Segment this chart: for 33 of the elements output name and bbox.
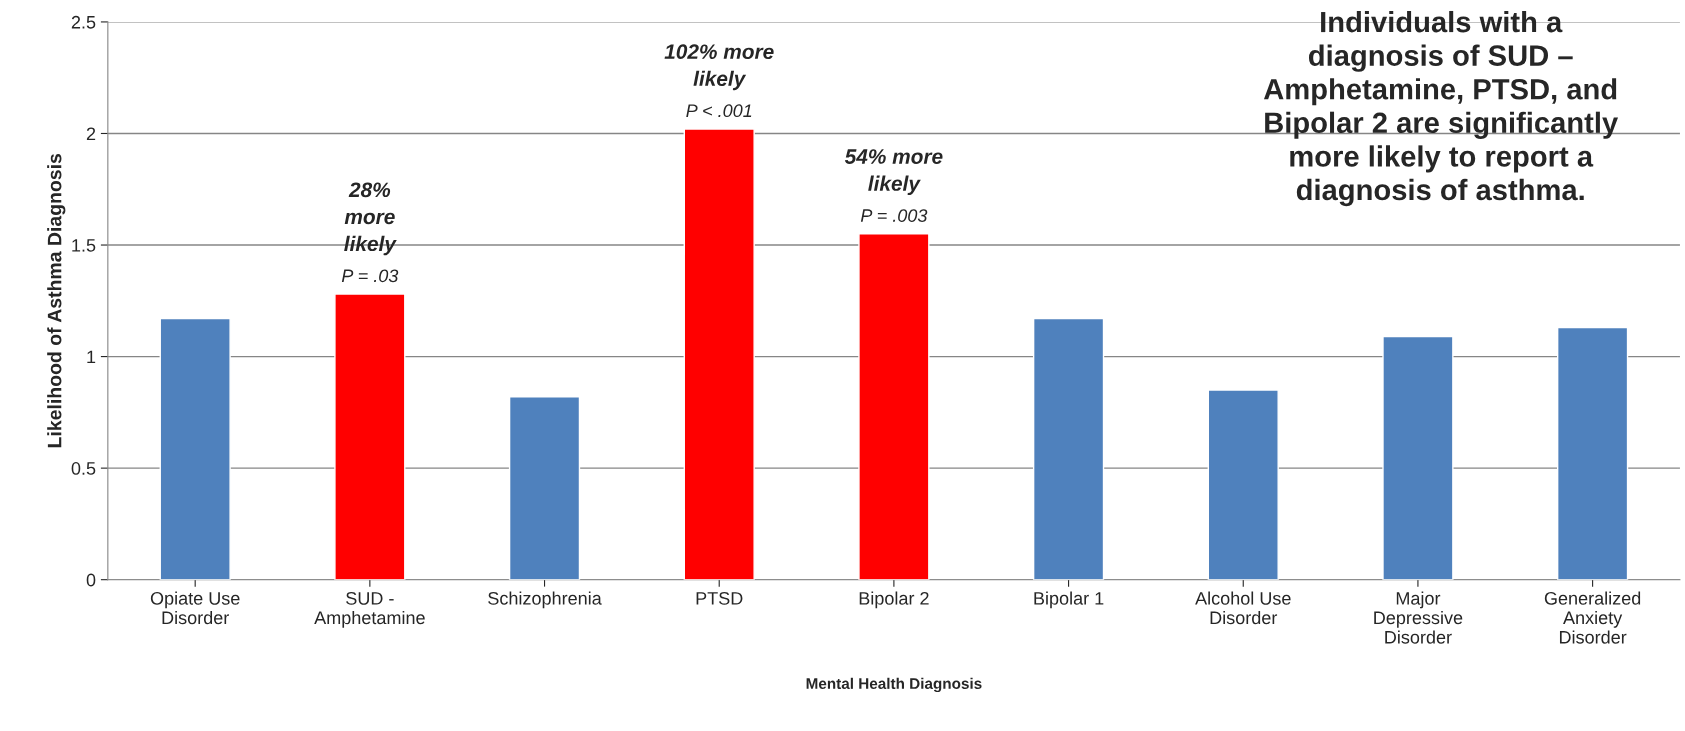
x-tick-label: Major Depressive Disorder [1374, 591, 1463, 644]
x-tick-label: Bipolar 2 [859, 591, 929, 609]
annotation: P = .03 [341, 269, 399, 283]
bar [1207, 389, 1279, 580]
x-tick-label: Alcohol Use Disorder [1195, 591, 1291, 625]
x-tick-label: Bipolar 1 [1034, 591, 1104, 609]
x-tick-label: PTSD [696, 591, 743, 605]
annotation: 54% more likely [844, 149, 943, 195]
bar [1382, 335, 1454, 580]
y-tick-label: 1.5 [72, 239, 96, 252]
annotation: 28% more likely [344, 182, 397, 256]
y-tick-label: 2 [86, 127, 96, 141]
x-tick-label: Opiate Use Disorder [150, 591, 240, 625]
bar [1032, 317, 1105, 580]
y-tick-label: 0.5 [71, 462, 96, 475]
annotation: 102% more likely [664, 44, 774, 91]
bar [508, 396, 581, 580]
y-axis-title: Likelihood of Asthma Diagnosis [47, 153, 66, 448]
x-axis-title: Mental Health Diagnosis [806, 677, 982, 693]
x-tick-label: SUD - Amphetamine [314, 591, 425, 628]
bar [159, 317, 231, 580]
x-tick-label: Schizophrenia [488, 591, 602, 609]
bar [1556, 326, 1629, 580]
annotation: P < .001 [686, 104, 752, 118]
annotation: P = .003 [860, 209, 928, 222]
bar [858, 233, 930, 580]
annotation: Individuals with a diagnosis of SUD – Amphetamine, PTSD, and Bipolar 2 are significantly more likely to report a diagnosis of asthma. [1263, 10, 1619, 207]
y-tick-label: 1 [87, 350, 96, 364]
bar [683, 128, 755, 580]
y-tick-label: 2.5 [71, 15, 96, 29]
x-tick-label: Generalized Anxiety Disorder [1544, 591, 1641, 644]
y-tick-label: 0 [86, 573, 96, 587]
bar [334, 293, 406, 580]
